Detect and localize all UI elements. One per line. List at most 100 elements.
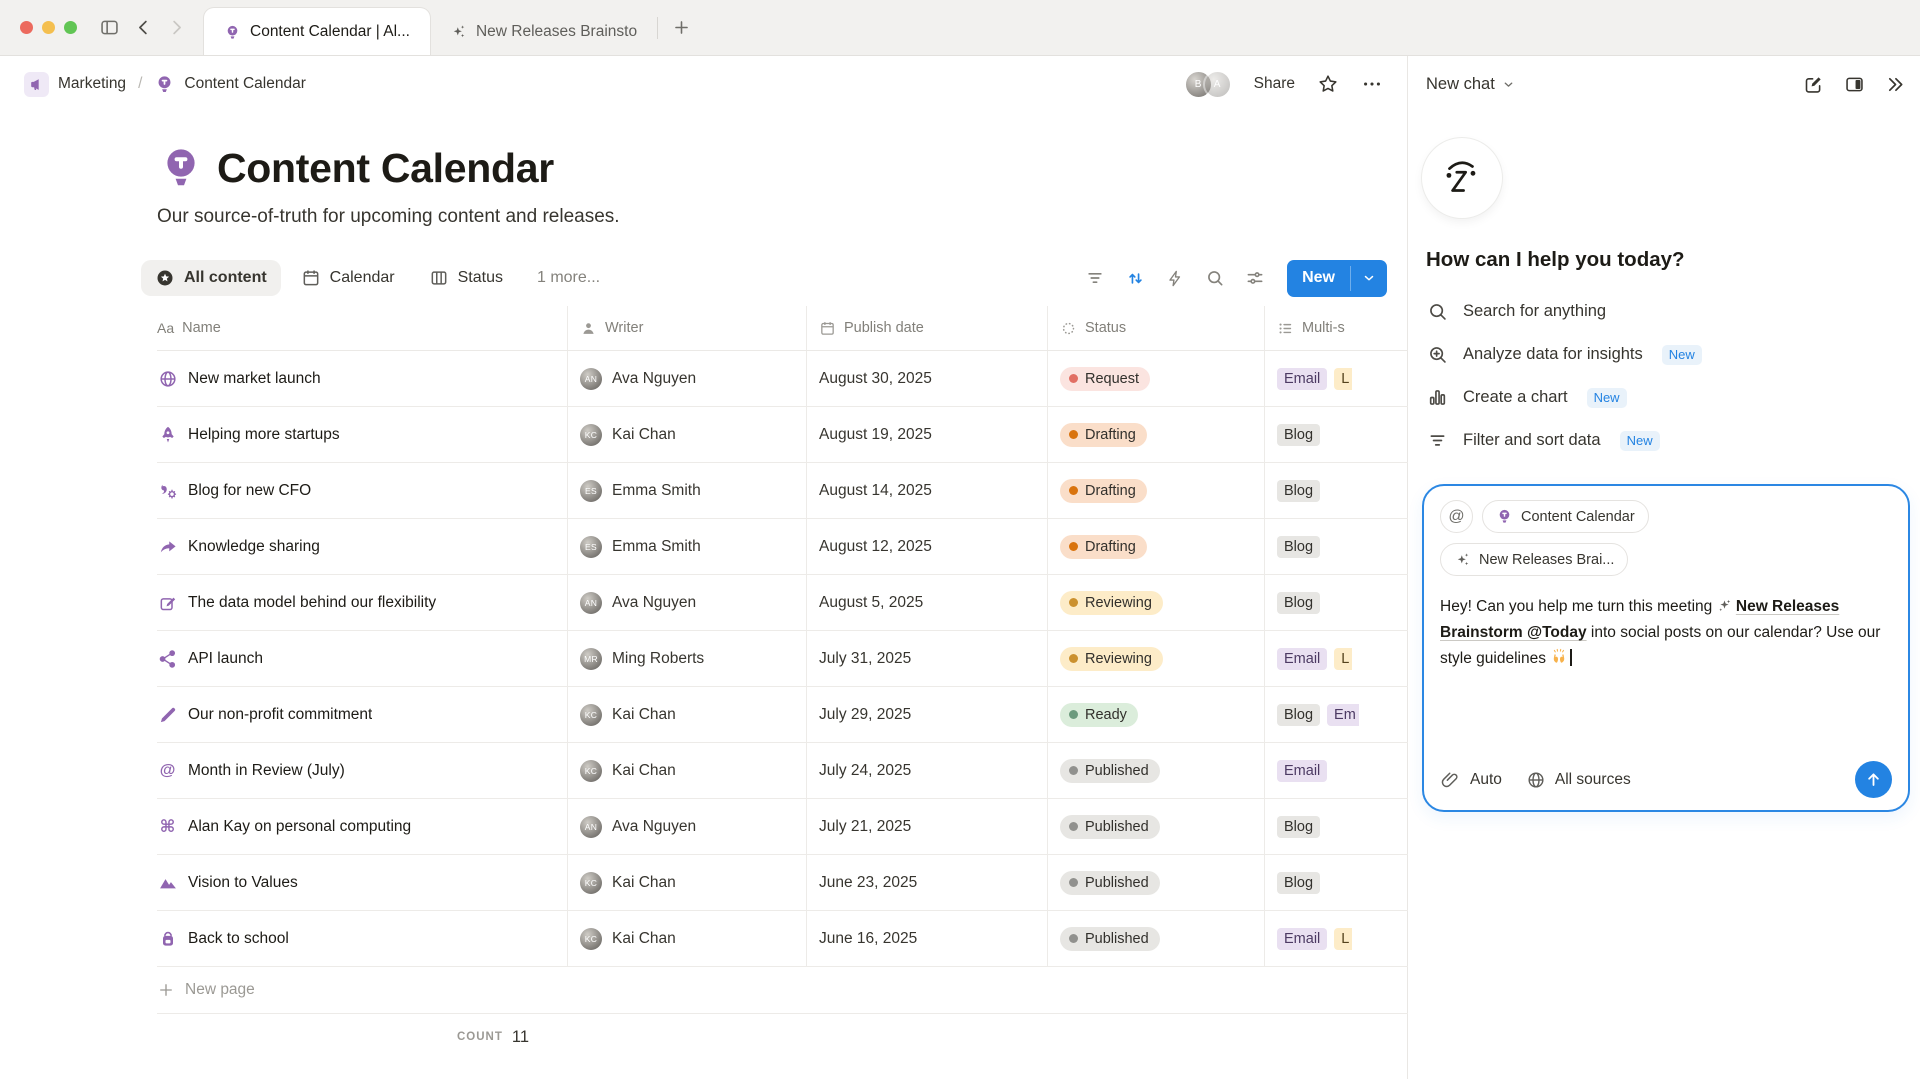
cell-publish-date[interactable]: June 16, 2025 xyxy=(807,911,1048,966)
table-row[interactable]: Blog for new CFO ES Emma Smith August 14,… xyxy=(157,463,1408,519)
sort-icon[interactable] xyxy=(1125,268,1146,289)
breadcrumb-page[interactable]: Content Calendar xyxy=(184,75,306,92)
cell-name[interactable]: @ Month in Review (July) xyxy=(157,743,568,798)
column-header-status[interactable]: Status xyxy=(1048,306,1265,350)
tag-pill[interactable]: Blog xyxy=(1277,703,1321,726)
cell-writer[interactable]: KC Kai Chan xyxy=(568,687,807,742)
table-row[interactable]: The data model behind our flexibility AN… xyxy=(157,575,1408,631)
context-chip[interactable]: New Releases Brai... xyxy=(1440,543,1629,576)
send-button[interactable] xyxy=(1855,761,1892,798)
status-badge[interactable]: Drafting xyxy=(1060,478,1147,503)
cell-multi-select[interactable]: Blog xyxy=(1265,575,1408,630)
tag-pill[interactable]: Email xyxy=(1277,759,1328,782)
tag-pill[interactable]: Blog xyxy=(1277,423,1321,446)
column-header-publish-date[interactable]: Publish date xyxy=(807,306,1048,350)
view-tab-all-content[interactable]: All content xyxy=(141,260,281,296)
cell-status[interactable]: Reviewing xyxy=(1048,631,1265,686)
cell-name[interactable]: API launch xyxy=(157,631,568,686)
panel-layout-icon[interactable] xyxy=(1844,74,1865,95)
status-badge[interactable]: Published xyxy=(1060,814,1160,839)
cell-status[interactable]: Drafting xyxy=(1048,519,1265,574)
cell-publish-date[interactable]: June 23, 2025 xyxy=(807,855,1048,910)
status-badge[interactable]: Published xyxy=(1060,758,1160,783)
cell-writer[interactable]: ES Emma Smith xyxy=(568,463,807,518)
cell-publish-date[interactable]: August 5, 2025 xyxy=(807,575,1048,630)
tag-pill[interactable]: Email xyxy=(1277,647,1328,670)
cell-publish-date[interactable]: August 30, 2025 xyxy=(807,351,1048,406)
cell-publish-date[interactable]: August 12, 2025 xyxy=(807,519,1048,574)
cell-publish-date[interactable]: July 29, 2025 xyxy=(807,687,1048,742)
view-settings-icon[interactable] xyxy=(1245,268,1265,288)
cell-status[interactable]: Published xyxy=(1048,911,1265,966)
status-badge[interactable]: Ready xyxy=(1060,702,1138,727)
cell-status[interactable]: Published xyxy=(1048,855,1265,910)
tag-pill[interactable]: Blog xyxy=(1277,871,1321,894)
ai-menu-create-a-chart[interactable]: Create a chart New xyxy=(1422,376,1910,419)
table-row[interactable]: ⌘ Alan Kay on personal computing AN Ava Ng… xyxy=(157,799,1408,855)
compose-icon[interactable] xyxy=(1803,74,1824,95)
new-entry-button[interactable]: New xyxy=(1287,259,1387,297)
cell-writer[interactable]: ES Emma Smith xyxy=(568,519,807,574)
mode-selector[interactable]: Auto xyxy=(1470,770,1502,788)
table-row[interactable]: Helping more startups KC Kai Chan August … xyxy=(157,407,1408,463)
attach-paperclip-icon[interactable] xyxy=(1440,770,1460,790)
tag-pill[interactable]: Blog xyxy=(1277,815,1321,838)
context-chip[interactable]: Content Calendar xyxy=(1482,500,1649,533)
table-row[interactable]: Knowledge sharing ES Emma Smith August 12… xyxy=(157,519,1408,575)
zoom-window-button[interactable] xyxy=(64,21,77,34)
cell-writer[interactable]: KC Kai Chan xyxy=(568,743,807,798)
cell-name[interactable]: The data model behind our flexibility xyxy=(157,575,568,630)
cell-multi-select[interactable]: Email L xyxy=(1265,631,1408,686)
tag-pill[interactable]: L xyxy=(1334,647,1353,670)
tag-pill[interactable]: Email xyxy=(1277,367,1328,390)
new-page-row[interactable]: New page xyxy=(157,967,1408,1014)
status-badge[interactable]: Published xyxy=(1060,926,1160,951)
view-tab-status[interactable]: Status xyxy=(415,260,517,296)
status-badge[interactable]: Reviewing xyxy=(1060,590,1163,615)
browser-tab[interactable]: Content Calendar | Al... xyxy=(204,8,430,55)
filter-icon[interactable] xyxy=(1085,268,1105,288)
new-tab-button[interactable] xyxy=(658,18,705,37)
table-row[interactable]: API launch MR Ming Roberts July 31, 2025 … xyxy=(157,631,1408,687)
view-tab-calendar[interactable]: Calendar xyxy=(287,260,409,296)
cell-publish-date[interactable]: July 21, 2025 xyxy=(807,799,1048,854)
cell-status[interactable]: Published xyxy=(1048,799,1265,854)
chat-message[interactable]: Hey! Can you help me turn this meeting N… xyxy=(1440,594,1892,672)
status-badge[interactable]: Reviewing xyxy=(1060,646,1163,671)
chat-composer[interactable]: @ Content Calendar New Releases Brai... … xyxy=(1422,484,1910,812)
cell-multi-select[interactable]: Blog xyxy=(1265,463,1408,518)
cell-writer[interactable]: AN Ava Nguyen xyxy=(568,799,807,854)
new-entry-label[interactable]: New xyxy=(1302,269,1335,286)
automation-bolt-icon[interactable] xyxy=(1166,269,1185,288)
message-page-link[interactable]: New Releases Brainstorm @Today xyxy=(1440,598,1840,642)
cell-name[interactable]: Vision to Values xyxy=(157,855,568,910)
tag-pill[interactable]: Em xyxy=(1327,703,1359,726)
back-icon[interactable] xyxy=(134,18,153,37)
tag-pill[interactable]: Blog xyxy=(1277,535,1321,558)
table-row[interactable]: Vision to Values KC Kai Chan June 23, 202… xyxy=(157,855,1408,911)
cell-name[interactable]: Helping more startups xyxy=(157,407,568,462)
column-header-writer[interactable]: Writer xyxy=(568,306,807,350)
cell-name[interactable]: New market launch xyxy=(157,351,568,406)
cell-multi-select[interactable]: Blog Em xyxy=(1265,687,1408,742)
cell-status[interactable]: Drafting xyxy=(1048,407,1265,462)
view-tab-1-more-[interactable]: 1 more... xyxy=(523,261,614,295)
breadcrumb-workspace[interactable]: Marketing xyxy=(58,75,127,92)
cell-multi-select[interactable]: Email xyxy=(1265,743,1408,798)
cell-writer[interactable]: MR Ming Roberts xyxy=(568,631,807,686)
cell-multi-select[interactable]: Blog xyxy=(1265,799,1408,854)
browser-tab[interactable]: New Releases Brainsto xyxy=(430,8,657,55)
ai-menu-analyze-data-for-insights[interactable]: Analyze data for insights New xyxy=(1422,333,1910,376)
mention-at-button[interactable]: @ xyxy=(1440,500,1473,533)
table-row[interactable]: Our non-profit commitment KC Kai Chan Jul… xyxy=(157,687,1408,743)
status-badge[interactable]: Drafting xyxy=(1060,534,1147,559)
cell-publish-date[interactable]: July 24, 2025 xyxy=(807,743,1048,798)
chevron-down-icon[interactable] xyxy=(1351,260,1387,297)
sources-selector[interactable]: All sources xyxy=(1526,770,1631,790)
tag-pill[interactable]: L xyxy=(1334,927,1353,950)
close-window-button[interactable] xyxy=(20,21,33,34)
cell-multi-select[interactable]: Email L xyxy=(1265,911,1408,966)
sidebar-toggle-icon[interactable] xyxy=(99,17,120,38)
ai-menu-filter-and-sort-data[interactable]: Filter and sort data New xyxy=(1422,419,1910,462)
cell-name[interactable]: ⌘ Alan Kay on personal computing xyxy=(157,799,568,854)
